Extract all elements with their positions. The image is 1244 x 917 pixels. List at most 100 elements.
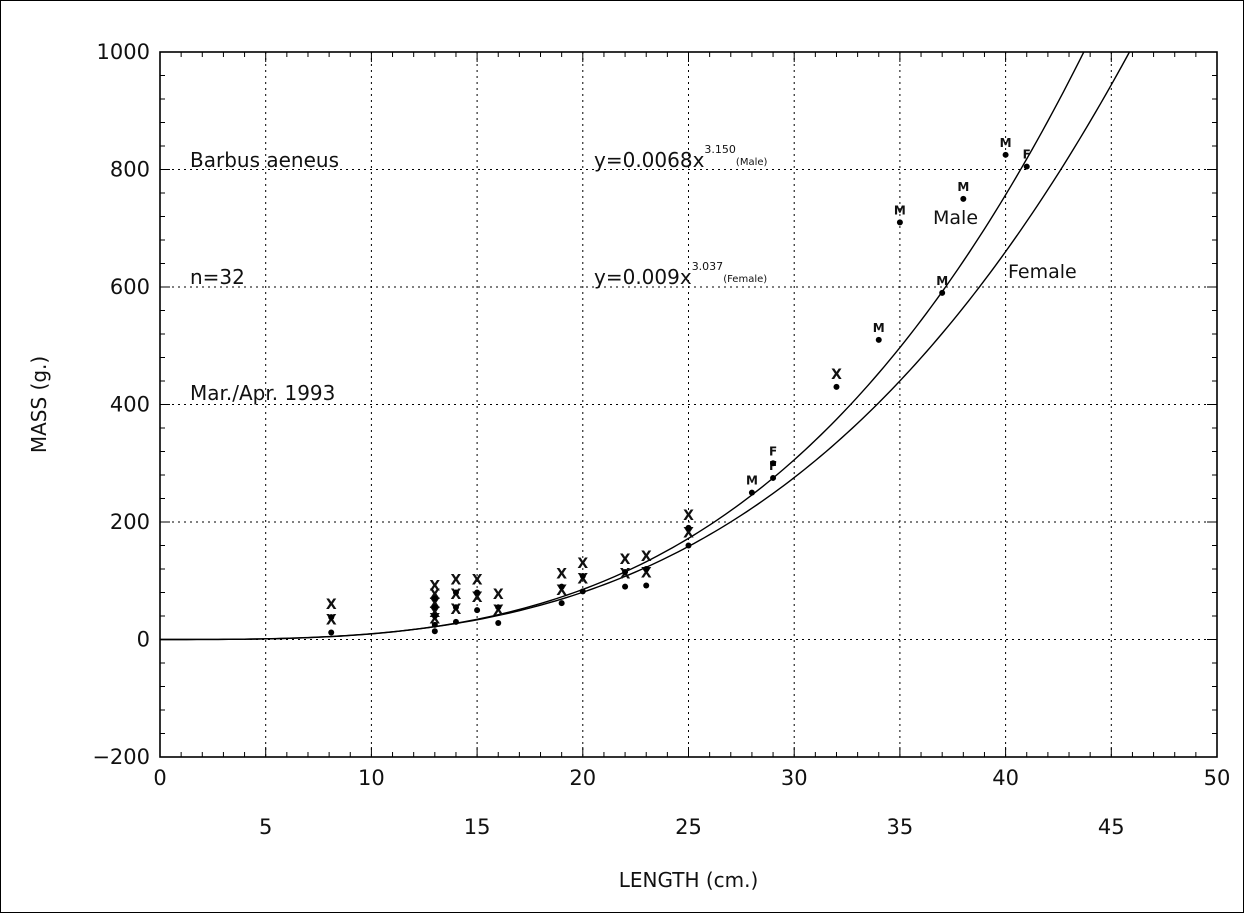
data-point: X (429, 605, 440, 628)
data-point: X (641, 565, 652, 589)
point-dot (1002, 151, 1009, 158)
point-dot (579, 588, 586, 595)
equation-male-exp: 3.150 (704, 143, 736, 156)
point-dot (939, 289, 946, 296)
point-dot (622, 568, 629, 575)
point-dot (431, 595, 438, 602)
point-marker: X (577, 571, 588, 587)
data-point: X (472, 590, 483, 614)
point-marker: M (873, 321, 885, 335)
point-marker: X (493, 587, 504, 603)
point-marker: X (472, 590, 483, 606)
x-tick-label: 20 (569, 766, 596, 790)
data-point: X (451, 573, 462, 596)
point-marker: X (641, 565, 652, 581)
point-dot (643, 566, 650, 572)
data-point: F (1023, 148, 1031, 170)
data-point: X (577, 556, 588, 580)
data-point: X (831, 367, 842, 390)
data-point: X (472, 573, 483, 596)
point-marker: X (429, 605, 440, 621)
point-dot (558, 583, 565, 590)
point-marker: M (894, 203, 906, 217)
point-dot (579, 573, 586, 580)
data-point: X (493, 587, 504, 611)
point-dot (431, 628, 438, 635)
x-tick-label: 10 (358, 766, 385, 790)
equation-female-exp: 3.037 (692, 260, 724, 273)
data-point: X (493, 603, 504, 627)
data-point: M (957, 180, 969, 202)
y-tick-label: 400 (110, 393, 150, 417)
x-tick-label: 50 (1204, 766, 1231, 790)
data-point: M (936, 274, 948, 296)
point-marker: X (429, 611, 440, 627)
point-dot (431, 613, 438, 619)
equation-female-base: y=0.009x (594, 265, 692, 289)
point-marker: X (429, 578, 440, 594)
x-tick-label: 25 (675, 815, 702, 839)
sample-size-label: n=32 (190, 265, 245, 289)
x-axis-title: LENGTH (cm.) (619, 868, 759, 892)
point-dot (495, 620, 502, 627)
data-point: X (556, 583, 567, 607)
point-dot (431, 621, 438, 628)
y-tick-label: 0 (137, 628, 150, 652)
data-point: X (683, 508, 694, 531)
point-dot (622, 583, 629, 590)
point-marker: X (472, 573, 483, 589)
point-dot (1023, 163, 1030, 170)
point-marker: X (577, 556, 588, 572)
point-marker: X (429, 596, 440, 612)
labels: Barbus aeneus n=32 Mar./Apr. 1993 y=0.0068x… (190, 143, 1077, 405)
y-tick-label: 800 (110, 158, 150, 182)
data-point: M (1000, 136, 1012, 158)
point-dot (474, 589, 481, 596)
y-tick-label: −200 (92, 745, 150, 769)
point-marker: X (683, 508, 694, 524)
point-marker: X (620, 552, 631, 568)
point-marker: F (1023, 148, 1031, 162)
point-marker: X (831, 367, 842, 383)
point-dot (452, 589, 459, 596)
data-points: XXXXXXXXXXXXXXXXXXXXXXXXMFFXMMMMMF (326, 136, 1031, 636)
point-dot (558, 600, 565, 607)
equation-female: y=0.009x3.037(Female) (594, 260, 767, 289)
point-dot (685, 524, 692, 531)
point-dot (495, 604, 502, 611)
x-tick-label: 45 (1098, 815, 1125, 839)
x-tick-label: 30 (781, 766, 808, 790)
point-dot (474, 607, 481, 614)
x-tick-label: 0 (153, 766, 166, 790)
equation-male-sub: (Male) (736, 157, 768, 168)
data-point: X (683, 526, 694, 549)
species-label: Barbus aeneus (190, 148, 339, 172)
point-marker: X (429, 587, 440, 603)
data-point: X (326, 612, 337, 636)
point-dot (875, 336, 882, 343)
point-dot (452, 618, 459, 625)
point-marker: X (326, 597, 337, 613)
data-point: M (894, 203, 906, 226)
point-marker: X (493, 603, 504, 619)
point-dot (896, 219, 903, 226)
x-tick-label: 15 (464, 815, 491, 839)
point-dot (833, 383, 840, 390)
data-point: X (620, 552, 631, 575)
curve-label-female: Female (1008, 261, 1077, 283)
grid (160, 52, 1217, 757)
point-dot (328, 614, 335, 621)
equation-female-sub: (Female) (723, 274, 767, 285)
point-dot (643, 582, 650, 589)
point-marker: X (451, 573, 462, 589)
curve-label-male: Male (933, 207, 978, 229)
axes: 0 10 20 30 40 505 15 25 35 4510008006004002000−20… (27, 40, 1230, 892)
point-dot (685, 542, 692, 549)
data-point: X (326, 597, 337, 621)
point-marker: M (1000, 136, 1012, 150)
date-label: Mar./Apr. 1993 (190, 381, 335, 405)
y-tick-label: 1000 (97, 40, 150, 64)
